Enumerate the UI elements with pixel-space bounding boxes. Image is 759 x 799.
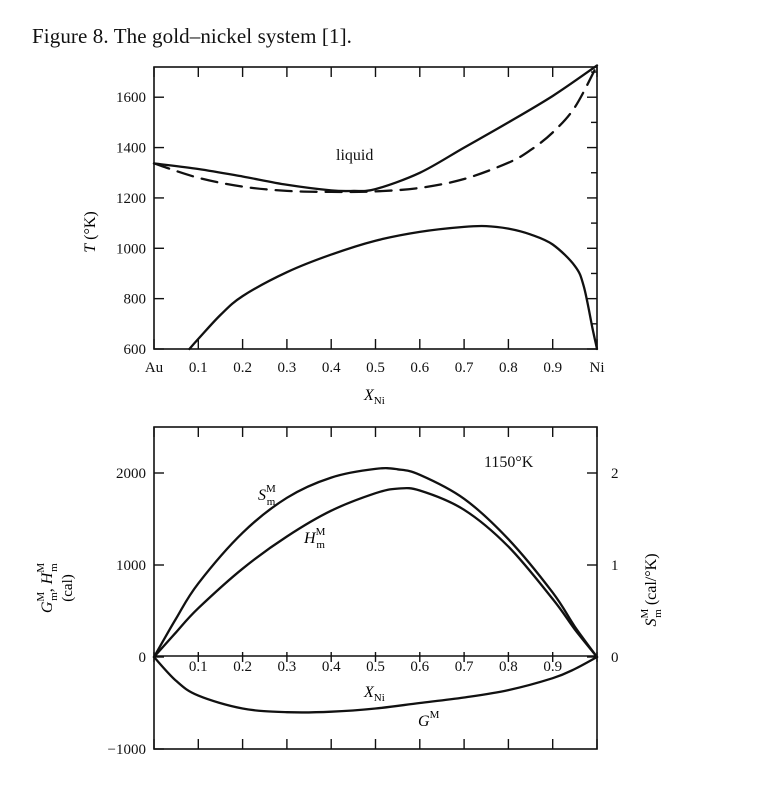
phase-curve-1-dashed: [152, 64, 599, 194]
svg-text:(cal): (cal): [60, 574, 76, 601]
phase-x-tick-label: 0.9: [543, 360, 562, 376]
thermo-curve-gm: [152, 655, 599, 714]
thermo-y-tick-label: −1000: [108, 742, 146, 758]
thermo-y-right-tick-label: 0: [611, 650, 619, 666]
entropy-curve-label: SM m: [258, 483, 276, 508]
thermodynamic-curves: [152, 466, 599, 714]
phase-diagram-ticks: [153, 67, 598, 350]
phase-x-tick-label: 0.7: [455, 360, 474, 376]
phase-x-tick-label: 0.4: [322, 360, 341, 376]
thermo-x-tick-label: 0.8: [499, 659, 518, 675]
right-axis-title: SMm (cal/°K): [639, 553, 664, 626]
enthalpy-curve-label: HM m: [303, 526, 326, 551]
figure-caption: Figure 8. The gold–nickel system [1].: [32, 24, 353, 48]
liquid-region-label: liquid: [336, 147, 373, 164]
thermodynamic-panel: 0.1 0.2 0.3 0.4 0.5 0.6 0.7 0.8 0.9 −1000 0 1000 200…: [35, 426, 664, 758]
phase-y-tick-label: 600: [124, 342, 147, 358]
thermo-x-tick-label: 0.7: [455, 659, 474, 675]
phase-x-tick-label: Au: [145, 360, 164, 376]
phase-x-tick-label: 0.1: [189, 360, 208, 376]
thermo-x-tick-label: 0.5: [366, 659, 385, 675]
phase-x-tick-label: 0.8: [499, 360, 518, 376]
thermo-x-tick-label: 0.9: [543, 659, 562, 675]
phase-x-tick-label: 0.5: [366, 360, 385, 376]
top-x-axis-title: XNi: [363, 387, 385, 407]
phase-x-tick-label: 0.2: [233, 360, 252, 376]
phase-y-tick-label: 1400: [116, 141, 146, 157]
thermo-curve-hmm: [152, 486, 599, 659]
phase-diagram-tick-labels: Au 0.1 0.2 0.3 0.4 0.5 0.6 0.7 0.8 0.9 Ni 600 800 100…: [116, 90, 605, 376]
thermo-y-right-tick-label: 2: [611, 466, 619, 482]
phase-curve-2: [188, 224, 599, 351]
thermo-x-tick-label: 0.3: [278, 659, 297, 675]
phase-diagram-panel: Au 0.1 0.2 0.3 0.4 0.5 0.6 0.7 0.8 0.9 Ni 600 800 100…: [82, 64, 605, 407]
thermo-y-tick-label: 0: [139, 650, 147, 666]
phase-diagram-curves: [152, 64, 599, 351]
thermo-x-tick-label: 0.1: [189, 659, 208, 675]
thermo-x-tick-label: 0.2: [233, 659, 252, 675]
phase-x-tick-label: Ni: [590, 360, 605, 376]
temperature-condition-label: 1150°K: [484, 454, 534, 471]
thermo-x-tick-label: 0.6: [410, 659, 429, 675]
thermodynamic-tick-labels: 0.1 0.2 0.3 0.4 0.5 0.6 0.7 0.8 0.9 −1000 0 1000 200…: [108, 466, 619, 758]
gibbs-curve-label: GM: [418, 709, 440, 730]
phase-curve-0: [152, 64, 599, 193]
svg-text:GMm, HMm: GMm, HMm: [35, 563, 60, 613]
phase-y-tick-label: 800: [124, 292, 147, 308]
thermodynamic-ticks: [153, 427, 598, 750]
thermo-x-tick-label: 0.4: [322, 659, 341, 675]
thermo-y-tick-label: 1000: [116, 558, 146, 574]
thermo-y-tick-label: 2000: [116, 466, 146, 482]
bottom-x-axis-title: XNi: [363, 684, 385, 704]
left-axis-title: GMm, HMm (cal): [35, 563, 76, 613]
phase-y-tick-label: 1600: [116, 90, 146, 106]
phase-y-tick-label: 1200: [116, 191, 146, 207]
phase-y-tick-label: 1000: [116, 241, 146, 257]
temperature-axis-title: T (°K): [82, 211, 99, 253]
thermo-y-right-tick-label: 1: [611, 558, 619, 574]
phase-x-tick-label: 0.3: [278, 360, 297, 376]
phase-x-tick-label: 0.6: [410, 360, 429, 376]
thermo-curve-smm: [152, 466, 599, 659]
